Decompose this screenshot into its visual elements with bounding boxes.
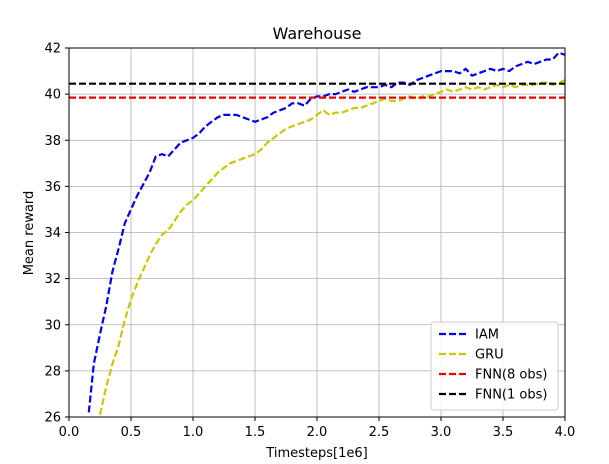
- legend-label: GRU: [475, 348, 504, 363]
- chart-title: Warehouse: [273, 24, 362, 43]
- y-tick-label: 38: [44, 134, 61, 149]
- y-tick-label: 40: [44, 88, 61, 103]
- x-tick-label: 1.5: [245, 425, 266, 440]
- y-tick-label: 42: [44, 42, 61, 57]
- y-tick-label: 36: [44, 180, 61, 195]
- x-tick-label: 2.5: [369, 425, 390, 440]
- legend-label: IAM: [475, 328, 499, 343]
- y-tick-label: 28: [44, 364, 61, 379]
- x-tick-label: 4.0: [555, 425, 576, 440]
- y-axis: 26 28 30 32 34 36 38 40 42: [44, 42, 69, 426]
- legend-box: [430, 321, 559, 411]
- series-line-iam: [87, 51, 566, 413]
- y-tick-label: 32: [44, 272, 61, 287]
- x-tick-label: 3.0: [431, 425, 452, 440]
- x-axis-title: Timesteps[1e6]: [265, 446, 367, 461]
- x-axis: 0.0 0.5 1.0 1.5 2.0 2.5 3.0 3.5 4.0: [59, 417, 576, 440]
- y-tick-label: 34: [44, 226, 61, 241]
- y-axis-title: Mean reward: [22, 191, 37, 276]
- x-tick-label: 0.5: [121, 425, 142, 440]
- x-tick-label: 2.0: [307, 425, 328, 440]
- series-group: [69, 51, 566, 415]
- x-tick-label: 1.0: [183, 425, 204, 440]
- y-tick-label: 30: [44, 318, 61, 333]
- legend: IAM GRU FNN(8 obs) FNN(1 obs): [430, 321, 559, 411]
- y-tick-label: 26: [44, 411, 61, 426]
- x-tick-label: 0.0: [59, 425, 80, 440]
- series-line-gru: [98, 79, 566, 415]
- legend-label: FNN(8 obs): [475, 368, 547, 383]
- x-tick-label: 3.5: [493, 425, 514, 440]
- legend-label: FNN(1 obs): [475, 388, 547, 403]
